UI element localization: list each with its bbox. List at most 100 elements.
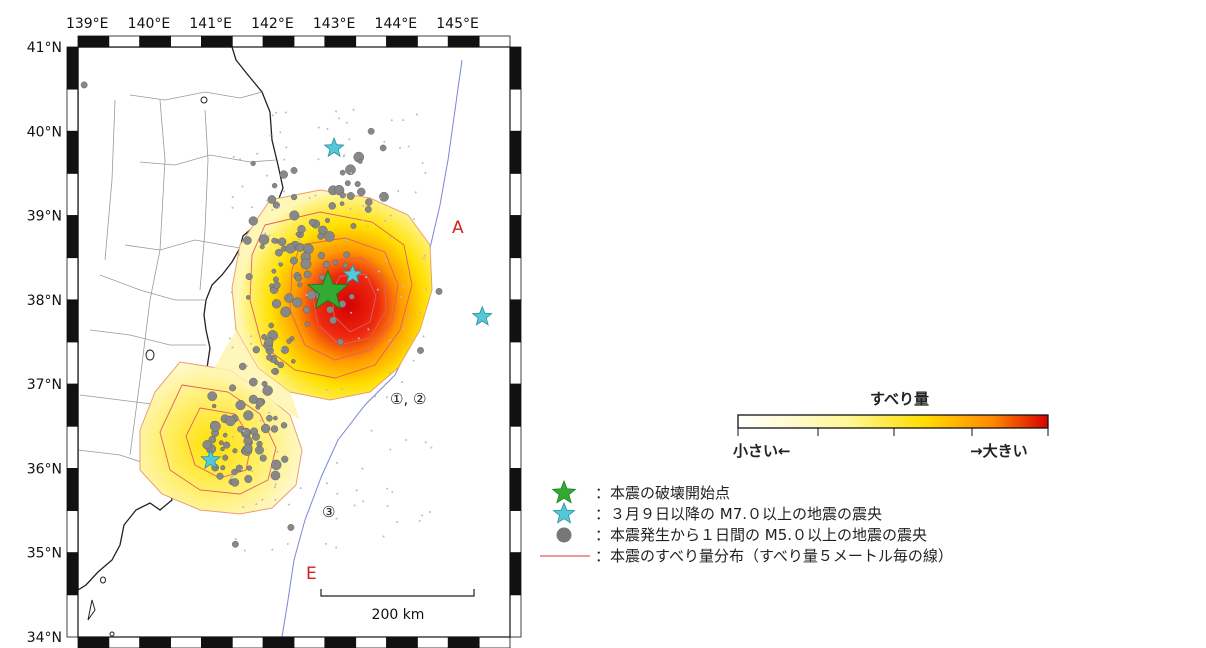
- gray-circle-icon: [556, 527, 572, 543]
- cyan-star-icon: [323, 136, 345, 158]
- background-event: [352, 108, 355, 111]
- aftershock-epicenter: [218, 440, 224, 446]
- aftershock-epicenter: [271, 368, 277, 375]
- aftershock-epicenter: [267, 195, 277, 204]
- background-event: [393, 346, 396, 349]
- aftershock-epicenter: [303, 270, 312, 279]
- colorbar-low-label: 小さい←: [733, 442, 791, 460]
- aftershock-epicenter: [329, 316, 338, 325]
- aftershock-epicenter: [364, 206, 372, 213]
- aftershock-epicenter: [250, 160, 256, 167]
- aftershock-epicenter: [211, 403, 217, 409]
- aftershock-epicenter: [339, 169, 346, 176]
- aftershock-epicenter: [339, 201, 345, 206]
- aftershock-epicenter: [332, 259, 339, 265]
- legend-item: ：３月９日以降の M7.０以上の地震の震央: [552, 501, 882, 524]
- aftershock-epicenter: [342, 262, 349, 268]
- aftershock-epicenter: [202, 440, 212, 450]
- scale-bar: [320, 589, 475, 597]
- aftershock-epicenter: [238, 362, 247, 371]
- aftershock-epicenter: [248, 394, 258, 404]
- aftershock-epicenter: [345, 164, 356, 176]
- aftershock-epicenter: [258, 234, 270, 245]
- aftershock-epicenter: [246, 465, 252, 471]
- background-event: [416, 113, 419, 116]
- aftershock-epicenter: [231, 468, 238, 476]
- aftershock-epicenter: [245, 273, 253, 281]
- background-event: [250, 342, 253, 345]
- aftershock-epicenter: [270, 425, 279, 433]
- aftershock-epicenter: [277, 361, 284, 369]
- cyan-star-icon: [200, 448, 222, 469]
- background-event: [366, 225, 369, 228]
- background-event: [259, 419, 262, 422]
- aftershock-epicenter: [324, 231, 335, 242]
- background-event: [342, 155, 345, 158]
- background-event: [353, 504, 356, 507]
- aftershock-epicenter: [209, 420, 221, 432]
- background-event: [337, 117, 340, 120]
- aftershock-epicenter: [322, 260, 330, 268]
- longitude-label: 145°E: [436, 16, 479, 32]
- aftershock-epicenter: [279, 170, 288, 179]
- background-event: [396, 521, 399, 524]
- aftershock-epicenter: [266, 354, 273, 361]
- latitude-label: 38°N: [27, 293, 62, 309]
- background-event: [276, 450, 279, 453]
- background-event: [241, 185, 244, 188]
- aftershock-epicenter: [275, 248, 283, 257]
- latitude-label: 34°N: [27, 630, 62, 646]
- background-event: [345, 239, 348, 242]
- aftershock-epicenters: [80, 81, 443, 548]
- aftershock-epicenter: [290, 167, 298, 174]
- aftershock-epicenter: [379, 144, 387, 152]
- aftershock-epicenter: [222, 432, 228, 438]
- background-event: [268, 411, 271, 414]
- background-event: [245, 364, 248, 367]
- aftershock-epicenter: [243, 236, 252, 245]
- background-event: [386, 487, 389, 490]
- aftershock-epicenter: [284, 293, 294, 303]
- background-event: [274, 498, 277, 501]
- background-event: [232, 435, 235, 438]
- background-event: [385, 396, 388, 399]
- background-event: [317, 158, 320, 161]
- region-label-south: E: [306, 564, 317, 584]
- background-event: [268, 234, 271, 237]
- aftershock-epicenter: [249, 377, 258, 387]
- cyan-star-icon: [471, 305, 493, 326]
- aftershock-epicenter: [231, 540, 239, 548]
- background-event: [280, 348, 283, 351]
- aftershock-epicenter: [281, 455, 289, 463]
- aftershock-epicenter: [248, 216, 258, 226]
- aftershock-epicenter: [280, 306, 291, 318]
- background-event: [382, 535, 385, 538]
- m7-epicenters: [200, 136, 493, 469]
- aftershock-epicenter: [268, 322, 275, 329]
- aftershock-epicenter: [290, 256, 298, 265]
- aftershock-epicenter: [339, 192, 346, 199]
- aftershock-epicenter: [300, 258, 312, 270]
- aftershock-epicenter: [344, 180, 351, 187]
- map-border: [77, 46, 511, 638]
- aftershock-epicenter: [297, 282, 303, 288]
- background-event: [279, 322, 282, 325]
- colorbar: [737, 414, 1049, 429]
- aftershock-epicenter: [243, 410, 254, 421]
- aftershock-epicenter: [417, 347, 424, 354]
- background-event: [424, 441, 427, 444]
- aftershock-epicenter: [297, 225, 306, 234]
- background-event: [421, 514, 424, 517]
- longitude-labels: 139°E 140°E 141°E 142°E 143°E 144°E 145°E: [66, 16, 479, 32]
- background-event: [349, 207, 352, 210]
- background-event: [230, 476, 233, 479]
- cyan-star-icon: [552, 501, 576, 524]
- aftershock-epicenter: [271, 268, 277, 274]
- colorbar-title: すべり量: [870, 390, 929, 408]
- aftershock-epicenter: [229, 384, 237, 392]
- background-event: [240, 468, 243, 471]
- background-event: [429, 511, 432, 514]
- aftershock-epicenter: [216, 472, 224, 480]
- background-event: [348, 138, 351, 141]
